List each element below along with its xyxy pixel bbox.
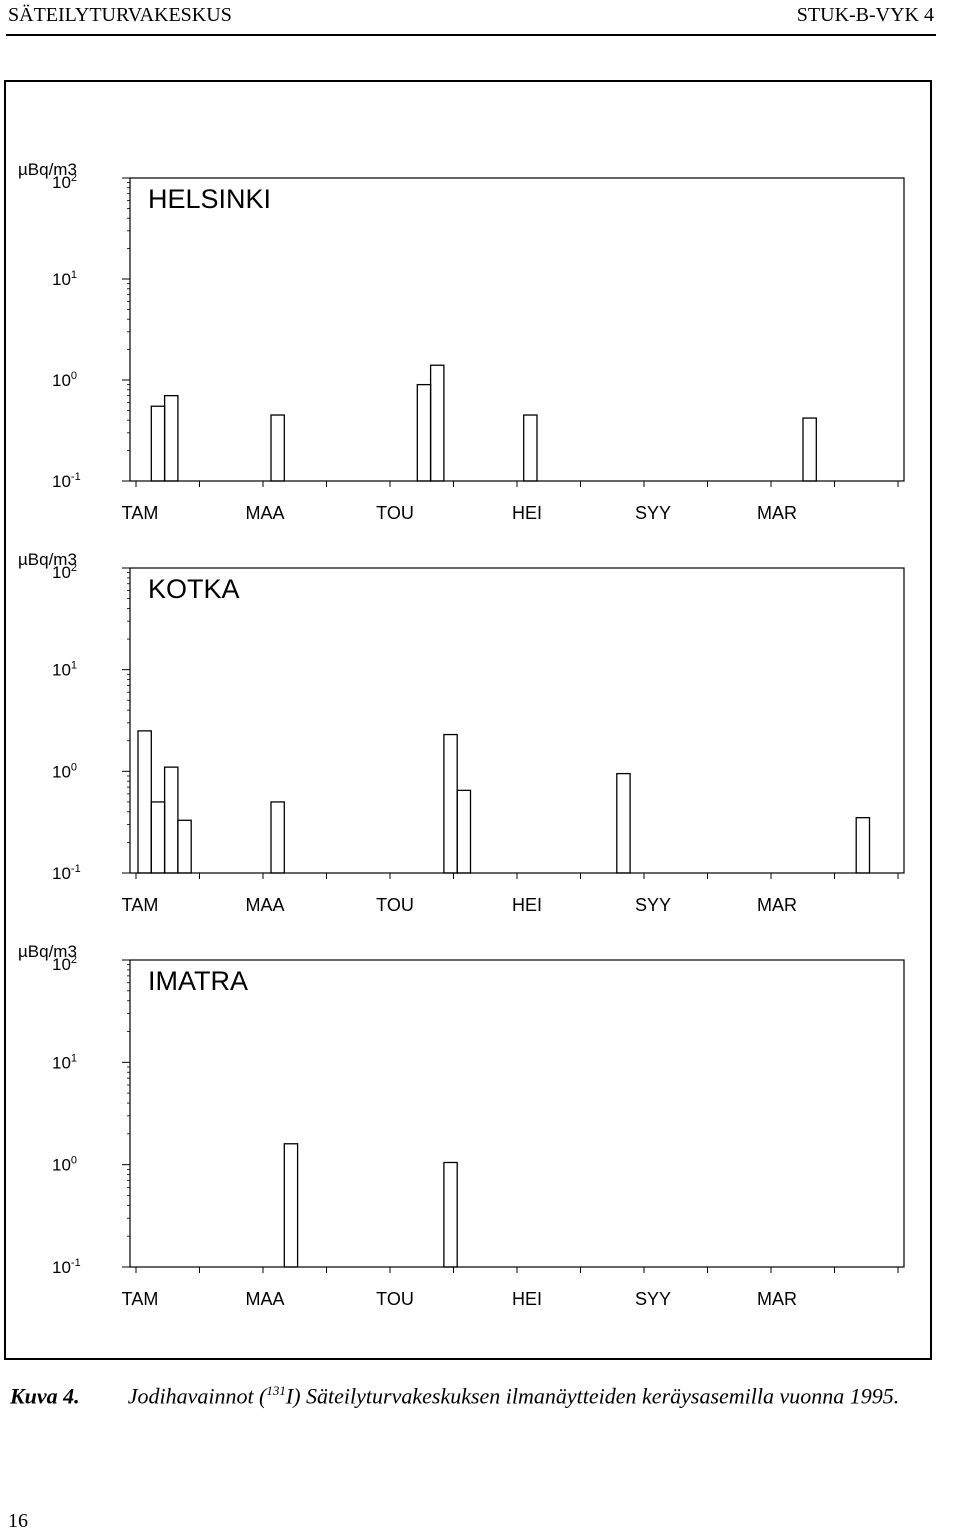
x-month-label: MAA [245, 895, 284, 915]
x-month-label: MAR [757, 1289, 797, 1309]
x-month-label: TOU [376, 1289, 414, 1309]
x-month-label: SYY [635, 895, 671, 915]
y-unit-label: µBq/m3 [18, 550, 77, 569]
y-unit-label: µBq/m3 [18, 942, 77, 961]
y-tick-label: 10-1 [52, 471, 81, 491]
y-tick-label: 10-1 [52, 863, 81, 883]
header-rule [6, 34, 936, 36]
data-bar [137, 730, 152, 874]
x-month-label: TAM [122, 503, 159, 523]
y-tick-label: 102 [52, 172, 77, 192]
caption-isotope-sup: 131 [266, 1383, 286, 1398]
x-month-label: SYY [635, 1289, 671, 1309]
data-bar [177, 819, 192, 874]
x-month-label: SYY [635, 503, 671, 523]
y-tick-label: 101 [52, 269, 77, 289]
plot-area [129, 567, 905, 874]
data-bar [855, 817, 871, 874]
data-bar [150, 801, 166, 874]
x-month-label: TAM [122, 1289, 159, 1309]
data-bar [523, 414, 538, 482]
data-bar [443, 733, 458, 874]
data-bar [163, 766, 179, 874]
y-tick-label: 102 [52, 562, 77, 582]
y-tick-label: 100 [52, 1155, 77, 1175]
y-unit-label: µBq/m3 [18, 160, 77, 179]
chart-panel-helsinki: µBq/m3 HELSINKI 102 101 100 10-1 TAM MAA TOU HEI S… [18, 160, 905, 523]
y-tick-label: 10-1 [52, 1257, 81, 1277]
figure-frame [4, 80, 932, 1360]
page-number: 16 [8, 1510, 28, 1532]
data-bar [416, 383, 432, 482]
data-bar [802, 417, 817, 482]
chart-panel-imatra: µBq/m3 IMATRA 102 101 100 10-1 TAM MAA TOU HEI SYY… [18, 942, 905, 1309]
caption-label: Kuva 4. [10, 1383, 80, 1409]
plot-area [129, 959, 905, 1268]
y-tick-label: 100 [52, 761, 77, 781]
plot-area [129, 177, 905, 482]
x-month-label: MAR [757, 503, 797, 523]
data-bar [270, 801, 285, 874]
x-month-label: TAM [122, 895, 159, 915]
y-tick-label: 100 [52, 370, 77, 390]
header-report-id: STUK-B-VYK 4 [796, 4, 934, 26]
data-bar [283, 1143, 299, 1268]
header-organization: SÄTEILYTURVAKESKUS [8, 4, 232, 26]
caption-text-before: Jodihavainnot ( [127, 1383, 267, 1409]
x-month-label: MAR [757, 895, 797, 915]
x-month-label: HEI [512, 895, 542, 915]
data-bar [163, 394, 179, 482]
x-month-label: HEI [512, 503, 542, 523]
x-month-label: TOU [376, 503, 414, 523]
x-month-label: TOU [376, 895, 414, 915]
data-bar [456, 789, 472, 874]
figure-caption: Kuva 4. Jodihavainnot (131I) Säteilyturva… [10, 1383, 899, 1409]
caption-text-after: I) Säteilyturvakeskuksen ilmanäytteiden … [285, 1383, 900, 1409]
data-bar [443, 1161, 458, 1268]
x-month-label: HEI [512, 1289, 542, 1309]
chart-title: HELSINKI [148, 184, 271, 214]
chart-panel-kotka: µBq/m3 KOTKA 102 101 100 10-1 TAM MAA TOU HEI SYY M… [18, 550, 905, 915]
data-bar [270, 414, 285, 482]
data-bar [429, 364, 445, 482]
y-tick-label: 101 [52, 660, 77, 680]
chart-title: IMATRA [148, 966, 248, 996]
x-month-label: MAA [245, 1289, 284, 1309]
data-bar [616, 772, 631, 874]
y-tick-label: 101 [52, 1052, 77, 1072]
x-month-label: MAA [245, 503, 284, 523]
data-bar [150, 405, 166, 482]
y-tick-label: 102 [52, 954, 77, 974]
chart-title: KOTKA [148, 574, 240, 604]
